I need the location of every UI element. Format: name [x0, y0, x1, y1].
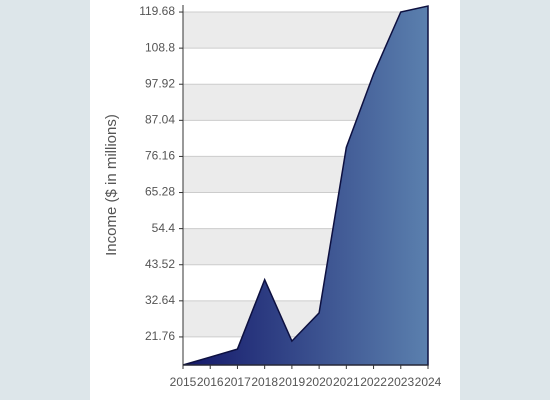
x-tick-label: 2023 [387, 375, 414, 389]
x-tick-label: 2016 [197, 375, 224, 389]
area [182, 5, 429, 366]
y-tick-label: 119.68 [139, 4, 175, 18]
x-tick-label: 2019 [279, 375, 306, 389]
band [183, 5, 428, 13]
y-tick-label: 43.52 [145, 257, 175, 271]
y-tick-label: 108.8 [145, 40, 175, 54]
x-tick-label: 2017 [224, 375, 251, 389]
y-tick-label: 87.04 [145, 113, 175, 127]
y-tick-label: 97.92 [145, 76, 175, 90]
x-tick-label: 2024 [415, 375, 442, 389]
y-tick-label: 76.16 [145, 149, 175, 163]
y-tick-label: 54.4 [152, 221, 176, 235]
x-tick-label: 2021 [333, 375, 360, 389]
x-tick-label: 2022 [360, 375, 387, 389]
y-tick-label: 21.76 [145, 329, 175, 343]
y-tick-label: 65.28 [145, 185, 175, 199]
y-axis-label: Income ($ in millions) [103, 114, 120, 256]
x-tick-label: 2018 [251, 375, 278, 389]
x-tick-label: 2015 [170, 375, 197, 389]
y-tick-label: 32.64 [145, 293, 175, 307]
x-tick-label: 2020 [306, 375, 333, 389]
